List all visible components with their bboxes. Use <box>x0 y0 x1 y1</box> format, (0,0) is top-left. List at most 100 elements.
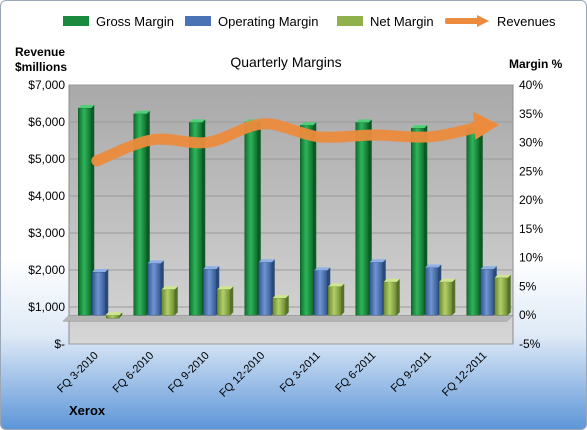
legend-swatch-gross <box>63 16 89 26</box>
net-margin-bar <box>272 297 286 316</box>
revenues-line <box>91 118 483 167</box>
gross-margin-bar-top <box>355 119 372 123</box>
operating-margin-bar-top <box>203 266 220 270</box>
left-tick-label: $5,000 <box>28 152 65 166</box>
legend-label-gross: Gross Margin <box>96 13 175 29</box>
net-margin-bar <box>217 289 231 316</box>
left-axis-title-line1: Revenue <box>15 45 66 59</box>
net-margin-bar <box>106 314 120 319</box>
gross-margin-bar-side <box>313 122 317 316</box>
operating-margin-bar <box>92 271 106 316</box>
operating-margin-bar-top <box>92 269 109 273</box>
right-tick-label: 5% <box>519 279 537 293</box>
net-margin-bar <box>328 286 342 316</box>
operating-margin-bar-top <box>147 260 164 264</box>
legend-label-revenues: Revenues <box>497 13 556 29</box>
gross-margin-bar-top <box>300 122 317 126</box>
left-tick-label: $6,000 <box>28 115 65 129</box>
category-label: FQ 12-2010 <box>217 350 267 400</box>
operating-margin-bar <box>480 268 494 316</box>
gross-margin-bar <box>244 122 258 316</box>
legend: Gross Margin Operating Margin Net Margin… <box>1 11 586 31</box>
operating-margin-bar <box>203 268 217 316</box>
gross-margin-bar <box>189 122 203 316</box>
operating-margin-bar <box>258 262 272 316</box>
gross-margin-bar <box>300 125 314 316</box>
net-margin-bar-side <box>174 286 178 316</box>
right-tick-label: -5% <box>519 337 541 351</box>
net-margin-bar-top <box>161 286 178 290</box>
net-margin-bar-top <box>383 278 400 282</box>
legend-arrow-icon <box>445 15 489 27</box>
right-tick-label: 20% <box>519 193 543 207</box>
net-margin-bar-side <box>396 278 400 316</box>
chart-title: Quarterly Margins <box>230 54 342 70</box>
category-label: FQ 9-2010 <box>166 350 212 396</box>
net-margin-bar <box>439 281 453 316</box>
gross-margin-bar-top <box>78 105 95 109</box>
operating-margin-bar-top <box>480 266 497 270</box>
net-margin-bar-top <box>328 283 345 287</box>
net-margin-bar-side <box>452 278 456 316</box>
left-tick-label: $1,000 <box>28 300 65 314</box>
net-margin-bar-top <box>217 286 234 290</box>
left-tick-label: $2,000 <box>28 263 65 277</box>
net-margin-bar-top <box>272 294 289 298</box>
gross-margin-bar <box>355 122 369 316</box>
revenues-arrowhead <box>473 111 500 140</box>
gross-margin-bar <box>411 127 425 316</box>
left-axis-title: Revenue $millions <box>15 45 67 75</box>
category-label: FQ 6-2011 <box>333 350 378 395</box>
operating-margin-bar <box>147 263 161 316</box>
legend-label-net: Net Margin <box>370 13 434 29</box>
legend-operating-margin: Operating Margin <box>185 11 318 31</box>
legend-revenues: Revenues <box>445 11 556 31</box>
gross-margin-bar-top <box>189 119 206 123</box>
net-margin-bar-side <box>507 274 511 316</box>
net-margin-bar <box>383 281 397 316</box>
gross-margin-bar-top <box>133 110 150 114</box>
gross-margin-bar-side <box>202 119 206 316</box>
legend-swatch-operating <box>185 16 211 26</box>
category-label: FQ 6-2010 <box>111 350 157 396</box>
net-margin-bar <box>161 289 175 316</box>
operating-margin-bar-top <box>425 264 442 268</box>
gross-margin-bar-top <box>411 125 428 129</box>
net-margin-bar-side <box>230 286 234 316</box>
category-label: FQ 3-2010 <box>55 350 101 396</box>
legend-swatch-net <box>337 16 363 26</box>
category-label: FQ 12-2011 <box>440 350 489 399</box>
left-axis-title-line2: $millions <box>15 60 68 74</box>
right-tick-label: 30% <box>519 136 543 150</box>
right-tick-label: 35% <box>519 107 543 121</box>
net-margin-bar-top <box>494 274 511 278</box>
operating-margin-bar-top <box>258 259 275 263</box>
gross-margin-bar <box>78 107 92 316</box>
gross-margin-bar <box>466 127 480 316</box>
left-tick-label: $4,000 <box>28 189 65 203</box>
right-tick-label: 10% <box>519 251 543 265</box>
right-tick-label: 15% <box>519 222 543 236</box>
left-tick-label: $7,000 <box>28 78 65 92</box>
right-tick-label: 0% <box>519 308 537 322</box>
company-name: Xerox <box>69 403 106 418</box>
operating-margin-bar-side <box>105 269 109 316</box>
operating-margin-bar <box>425 267 439 316</box>
plot-floor <box>62 314 514 322</box>
legend-net-margin: Net Margin <box>337 11 434 31</box>
net-margin-bar-top <box>439 278 456 282</box>
operating-margin-bar <box>314 270 328 316</box>
net-margin-bar-side <box>119 312 123 319</box>
operating-margin-bar-top <box>369 259 386 263</box>
net-margin-bar <box>494 277 508 316</box>
left-tick-label: $- <box>54 337 65 351</box>
category-label: FQ 9-2011 <box>389 350 434 395</box>
legend-label-operating: Operating Margin <box>218 13 319 29</box>
category-label: FQ 3-2011 <box>278 350 323 395</box>
gross-margin-bar-side <box>479 125 483 316</box>
legend-gross-margin: Gross Margin <box>63 11 174 31</box>
net-margin-bar-side <box>341 283 345 316</box>
right-axis-title: Margin % <box>509 57 563 71</box>
